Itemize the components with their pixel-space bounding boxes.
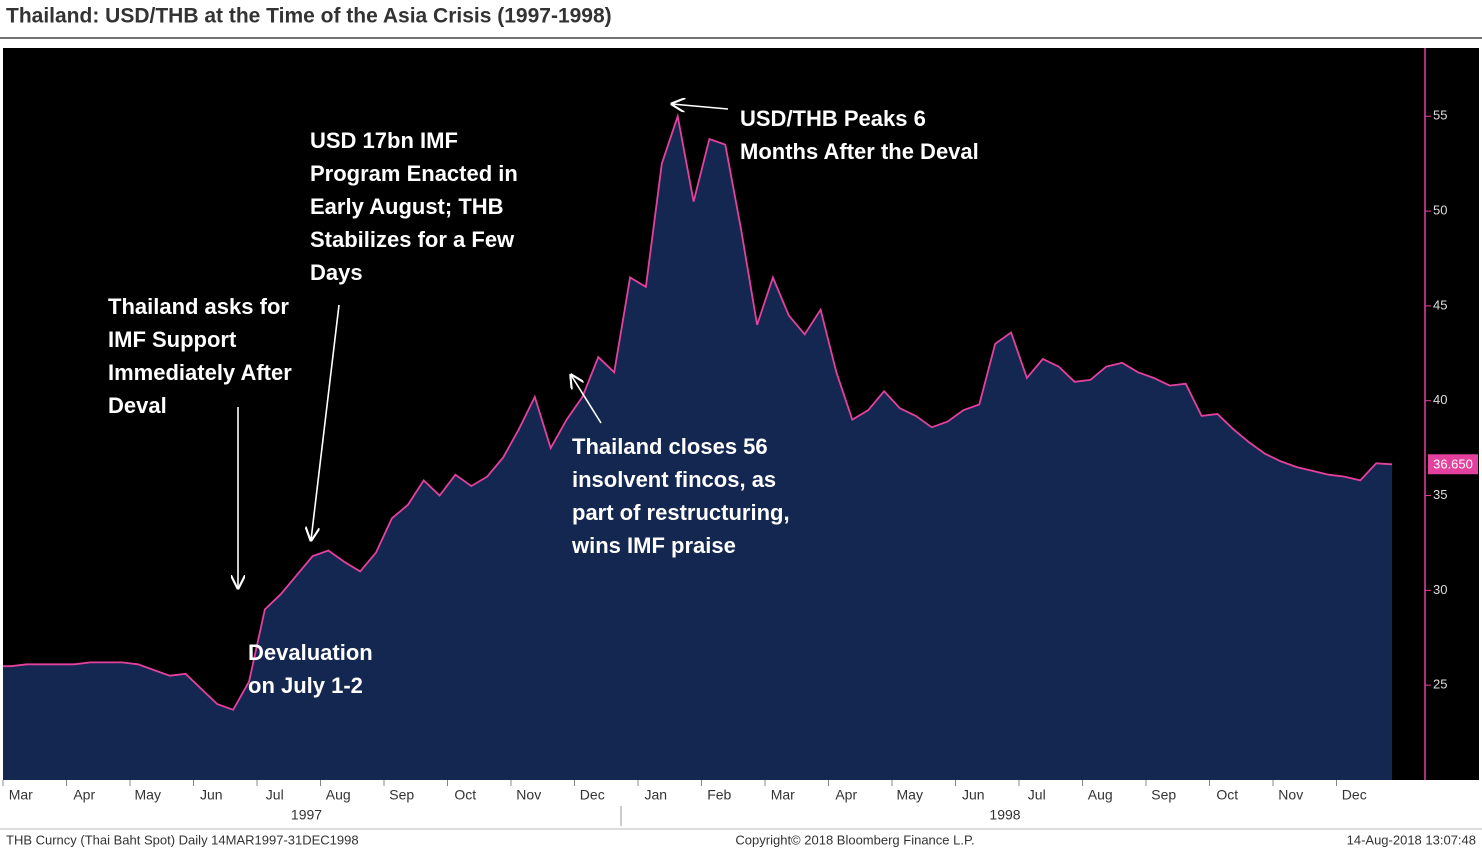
x-tick-label: May (135, 787, 161, 803)
y-tick-label: 30 (1433, 582, 1447, 597)
annotation: Program Enacted in (310, 161, 518, 186)
year-label: 1997 (291, 807, 322, 823)
annotation: Stabilizes for a Few (310, 227, 515, 252)
footer-date: 14-Aug-2018 13:07:48 (1347, 832, 1476, 847)
footer-copyright: Copyright© 2018 Bloomberg Finance L.P. (735, 832, 974, 847)
x-tick-label: Feb (707, 787, 731, 803)
area (3, 116, 1393, 781)
x-tick-label: Mar (9, 787, 33, 803)
x-tick-label: May (897, 787, 923, 803)
x-tick-label: Jun (962, 787, 985, 803)
x-tick-label: Dec (1342, 787, 1367, 803)
x-tick-label: Apr (835, 787, 857, 803)
x-tick-label: Jun (200, 787, 223, 803)
annotation: Immediately After (108, 360, 292, 385)
x-tick-label: Nov (1278, 787, 1303, 803)
y-tick-label: 25 (1433, 677, 1447, 692)
x-tick-label: Oct (1216, 787, 1238, 803)
annotation: wins IMF praise (571, 533, 736, 558)
annotation: USD/THB Peaks 6 (740, 106, 926, 131)
annotation: part of restructuring, (572, 500, 790, 525)
arrow (571, 375, 602, 424)
footer-source: THB Curncy (Thai Baht Spot) Daily 14MAR1… (6, 832, 359, 847)
x-tick-label: Jul (1028, 787, 1046, 803)
y-tick-label: 50 (1433, 203, 1447, 218)
y-tick-label: 45 (1433, 297, 1447, 312)
annotation: Deval (108, 393, 167, 418)
year-label: 1998 (989, 807, 1020, 823)
last-value-label: 36.650 (1433, 457, 1473, 472)
y-tick-label: 35 (1433, 487, 1447, 502)
x-tick-label: Mar (771, 787, 795, 803)
annotation: Early August; THB (310, 194, 504, 219)
y-tick-label: 55 (1433, 108, 1447, 123)
annotation: Days (310, 260, 363, 285)
y-tick-label: 40 (1433, 392, 1447, 407)
annotation: IMF Support (108, 327, 237, 352)
x-tick-label: Oct (454, 787, 476, 803)
arrow (672, 104, 729, 109)
x-tick-label: Aug (326, 787, 351, 803)
annotation: Devaluation (248, 640, 373, 665)
chart-title: Thailand: USD/THB at the Time of the Asi… (6, 5, 612, 28)
last-value-box (1428, 454, 1478, 475)
x-tick-label: Aug (1088, 787, 1113, 803)
annotation: USD 17bn IMF (310, 128, 458, 153)
line (3, 112, 1393, 711)
arrow (311, 304, 340, 540)
annotation: insolvent fincos, as (572, 467, 776, 492)
x-tick-label: Nov (516, 787, 541, 803)
x-tick-label: Jul (266, 787, 284, 803)
annotation: Months After the Deval (740, 139, 979, 164)
annotation: Thailand closes 56 (572, 434, 768, 459)
annotation: on July 1-2 (248, 673, 363, 698)
x-tick-label: Jan (644, 787, 667, 803)
x-tick-label: Sep (389, 787, 414, 803)
annotation: Thailand asks for (108, 294, 289, 319)
x-tick-label: Dec (580, 787, 605, 803)
x-tick-label: Apr (73, 787, 95, 803)
x-tick-label: Sep (1151, 787, 1176, 803)
